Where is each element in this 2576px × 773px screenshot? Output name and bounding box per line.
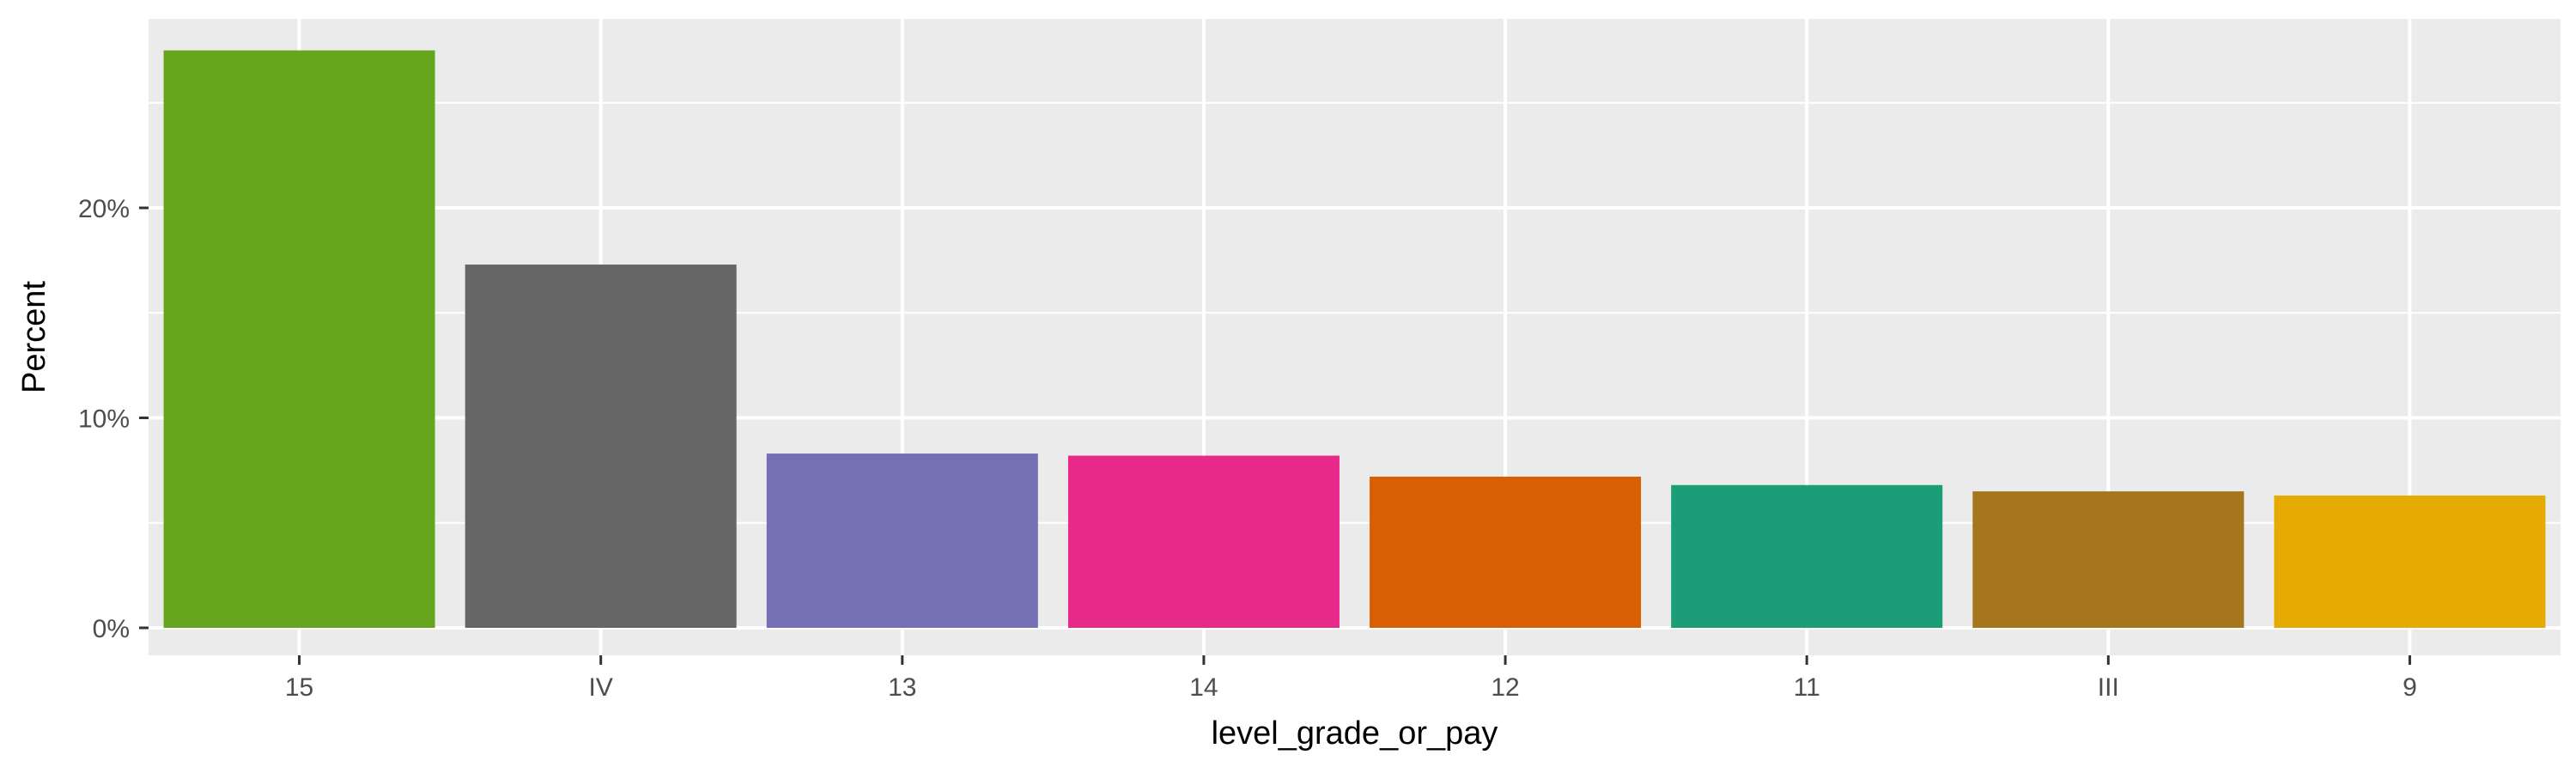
x-axis-title: level_grade_or_pay bbox=[1212, 715, 1498, 752]
bar-III bbox=[1972, 491, 2245, 628]
bar-IV bbox=[465, 265, 737, 628]
bar-14 bbox=[1067, 455, 1340, 628]
x-tick-label-2: 13 bbox=[888, 673, 916, 702]
x-tick-label-1: IV bbox=[589, 673, 613, 702]
x-tick-label-6: III bbox=[2098, 673, 2119, 702]
x-tick-label-5: 11 bbox=[1794, 673, 1820, 702]
y-axis-title: Percent bbox=[16, 281, 52, 393]
bar-9 bbox=[2274, 495, 2546, 628]
bars bbox=[163, 50, 2546, 628]
y-tick-label-2: 20% bbox=[78, 195, 130, 223]
y-tick-label-0: 0% bbox=[93, 615, 130, 643]
y-tick-label-1: 10% bbox=[78, 405, 130, 434]
x-axis: 15 IV 13 14 12 11 III 9 bbox=[285, 655, 2417, 702]
x-tick-label-4: 12 bbox=[1491, 673, 1519, 702]
x-tick-label-7: 9 bbox=[2403, 673, 2417, 702]
bar-12 bbox=[1370, 476, 1642, 628]
x-tick-label-3: 14 bbox=[1189, 673, 1218, 702]
bar-11 bbox=[1671, 484, 1943, 628]
bar-15 bbox=[163, 50, 435, 628]
bar-13 bbox=[766, 453, 1038, 628]
y-axis: 0% 10% 20% bbox=[78, 195, 149, 643]
x-tick-label-0: 15 bbox=[285, 673, 313, 702]
